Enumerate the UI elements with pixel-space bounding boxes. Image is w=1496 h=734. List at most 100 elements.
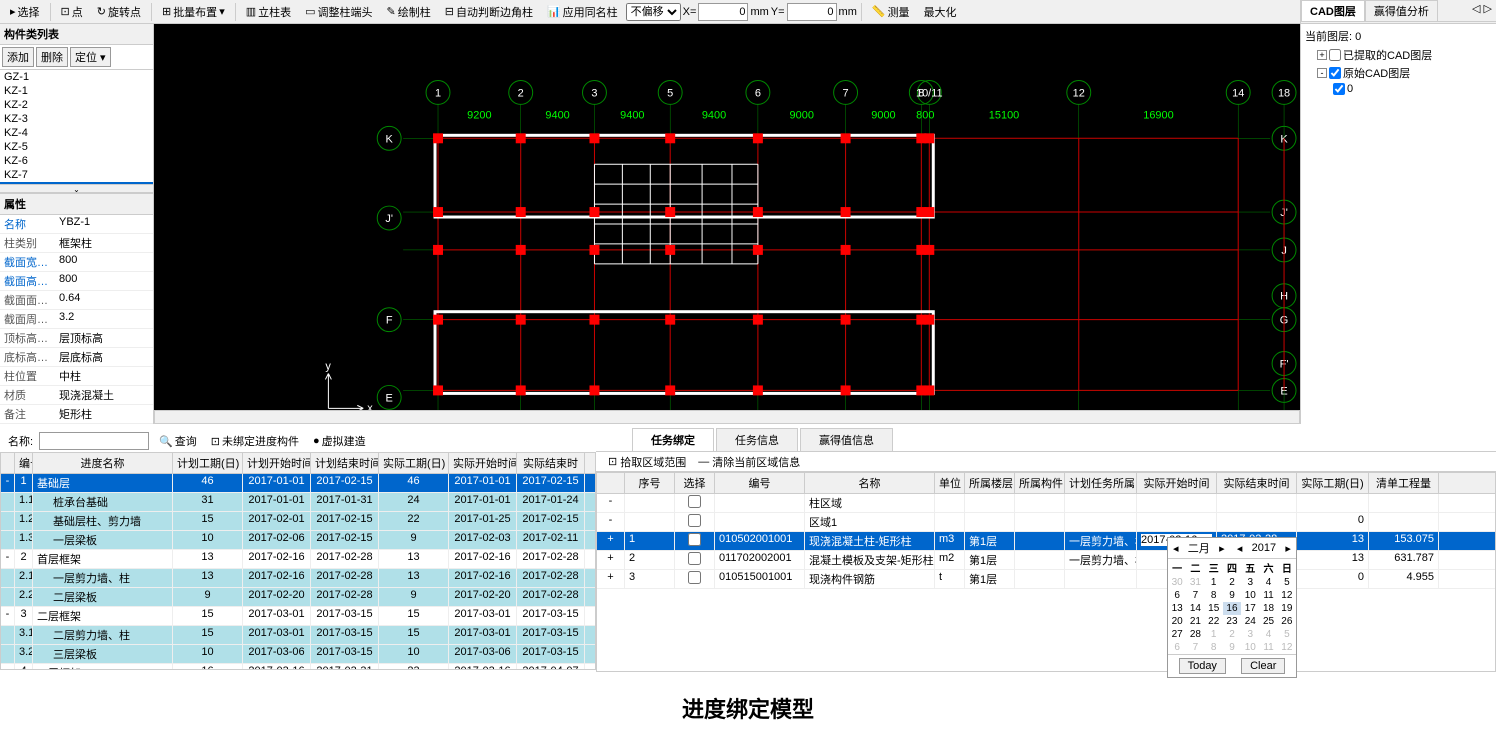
prop-value[interactable]: 800 xyxy=(55,272,153,290)
cal-day[interactable]: 4 xyxy=(1259,576,1277,589)
offset-select[interactable]: 不偏移 xyxy=(626,3,681,21)
task-row[interactable]: +2011702002001混凝土模板及支架-矩形柱m2第1层一层剪力墙、柱13… xyxy=(597,551,1495,570)
cal-next-month[interactable]: ▸ xyxy=(1216,542,1228,555)
sched-row[interactable]: -1基础层462017-01-012017-02-15462017-01-012… xyxy=(1,474,595,493)
cal-day[interactable]: 7 xyxy=(1186,641,1204,654)
task-col-header[interactable]: 名称 xyxy=(805,473,935,493)
task-select-checkbox[interactable] xyxy=(688,495,701,508)
sched-col-header[interactable]: 实际开始时间 xyxy=(449,453,517,473)
unbound-button[interactable]: ⊡未绑定进度构件 xyxy=(207,433,303,449)
cal-day[interactable]: 8 xyxy=(1205,589,1223,602)
cal-day[interactable]: 6 xyxy=(1168,641,1186,654)
task-col-header[interactable]: 序号 xyxy=(625,473,675,493)
cal-day[interactable]: 1 xyxy=(1205,628,1223,641)
prop-value[interactable]: 框架柱 xyxy=(55,234,153,252)
cal-day[interactable]: 20 xyxy=(1168,615,1186,628)
tab-cad-layer[interactable]: CAD图层 xyxy=(1301,0,1365,21)
measure-button[interactable]: 📏测量 xyxy=(866,2,916,22)
component-item[interactable]: KZ-4 xyxy=(0,126,153,140)
cal-day[interactable]: 1 xyxy=(1205,576,1223,589)
sched-row[interactable]: 3.1二层剪力墙、柱152017-03-012017-03-15152017-0… xyxy=(1,626,595,645)
component-item[interactable]: KZ-6 xyxy=(0,154,153,168)
sched-row[interactable]: 1.2基础层柱、剪力墙152017-02-012017-02-15222017-… xyxy=(1,512,595,531)
prop-value[interactable]: 层底标高 xyxy=(55,348,153,366)
tree-label[interactable]: 0 xyxy=(1347,83,1353,95)
cal-prev-month[interactable]: ◂ xyxy=(1170,542,1182,555)
prop-value[interactable]: 800 xyxy=(55,253,153,271)
cal-day[interactable]: 12 xyxy=(1278,589,1296,602)
cal-day[interactable]: 18 xyxy=(1259,602,1277,615)
cal-day[interactable]: 24 xyxy=(1241,615,1259,628)
sched-col-header[interactable]: 实际结束时 xyxy=(517,453,585,473)
rotate-point-button[interactable]: ↻旋转点 xyxy=(91,2,147,22)
component-item[interactable]: KZ-3 xyxy=(0,112,153,126)
y-input[interactable] xyxy=(787,3,837,21)
add-button[interactable]: 添加 xyxy=(2,47,34,67)
sched-col-header[interactable]: 编号 xyxy=(15,453,33,473)
prop-value[interactable]: 矩形柱 xyxy=(55,405,153,423)
tree-checkbox[interactable] xyxy=(1333,83,1345,95)
task-col-header[interactable]: 实际工期(日) xyxy=(1297,473,1369,493)
task-col-header[interactable]: 实际开始时间 xyxy=(1137,473,1217,493)
panel-grip[interactable]: ⌄ xyxy=(0,185,153,193)
cal-year[interactable]: 2017 xyxy=(1252,542,1276,554)
tree-checkbox[interactable] xyxy=(1329,67,1341,79)
cal-day[interactable]: 8 xyxy=(1205,641,1223,654)
maximize-button[interactable]: 最大化 xyxy=(918,2,963,22)
cal-day[interactable]: 2 xyxy=(1223,628,1241,641)
name-filter-input[interactable] xyxy=(39,432,149,450)
component-item[interactable]: GZ-1 xyxy=(0,70,153,84)
tab-task-earn[interactable]: 赢得值信息 xyxy=(800,428,893,451)
sched-col-header[interactable]: 进度名称 xyxy=(33,453,173,473)
sched-row[interactable]: 2.2二层梁板92017-02-202017-02-2892017-02-202… xyxy=(1,588,595,607)
cal-day[interactable]: 11 xyxy=(1259,641,1277,654)
apply-samename-button[interactable]: 📊应用同名柱 xyxy=(541,2,624,22)
prop-value[interactable]: 层顶标高 xyxy=(55,329,153,347)
task-row[interactable]: +3010515001001现浇构件钢筋t第1层04.955 xyxy=(597,570,1495,589)
prop-value[interactable]: 3.2 xyxy=(55,310,153,328)
task-table[interactable]: 序号选择编号名称单位所属楼层所属构件计划任务所属实际开始时间实际结束时间实际工期… xyxy=(596,472,1496,672)
cal-day[interactable]: 19 xyxy=(1278,602,1296,615)
task-col-header[interactable]: 所属楼层 xyxy=(965,473,1015,493)
tab-task-info[interactable]: 任务信息 xyxy=(716,428,798,451)
tree-label[interactable]: 已提取的CAD图层 xyxy=(1343,47,1432,63)
adjust-column-button[interactable]: ▭调整柱端头 xyxy=(299,2,378,22)
task-row[interactable]: -区域10 xyxy=(597,513,1495,532)
cal-day[interactable]: 10 xyxy=(1241,641,1259,654)
task-select-checkbox[interactable] xyxy=(688,533,701,546)
component-list[interactable]: GZ-1KZ-1KZ-2KZ-3KZ-4KZ-5KZ-6KZ-7YBZ-1Z-1 xyxy=(0,70,153,185)
task-col-header[interactable]: 选择 xyxy=(675,473,715,493)
cal-day[interactable]: 6 xyxy=(1168,589,1186,602)
prop-value[interactable]: 0.64 xyxy=(55,291,153,309)
query-button[interactable]: 🔍查询 xyxy=(155,433,201,449)
cal-day[interactable]: 22 xyxy=(1205,615,1223,628)
tab-earn-analysis[interactable]: 赢得值分析 xyxy=(1365,0,1438,21)
sched-row[interactable]: 3.2三层梁板102017-03-062017-03-15102017-03-0… xyxy=(1,645,595,664)
cal-day[interactable]: 11 xyxy=(1259,589,1277,602)
task-col-header[interactable]: 所属构件 xyxy=(1015,473,1065,493)
task-row[interactable]: +1010502001001现浇混凝土柱-矩形柱m3第1层一层剪力墙、柱▾201… xyxy=(597,532,1495,551)
cal-day[interactable]: 12 xyxy=(1278,641,1296,654)
cal-day[interactable]: 21 xyxy=(1186,615,1204,628)
task-select-checkbox[interactable] xyxy=(688,514,701,527)
sched-col-header[interactable]: 计划工期(日) xyxy=(173,453,243,473)
tree-checkbox[interactable] xyxy=(1329,49,1341,61)
task-col-header[interactable]: 单位 xyxy=(935,473,965,493)
x-input[interactable] xyxy=(698,3,748,21)
sched-col-header[interactable]: 计划结束时间 xyxy=(311,453,379,473)
component-item[interactable]: KZ-1 xyxy=(0,84,153,98)
task-col-header[interactable]: 计划任务所属 xyxy=(1065,473,1137,493)
cal-next-year[interactable]: ▸ xyxy=(1282,542,1294,555)
draw-column-button[interactable]: ✎绘制柱 xyxy=(381,2,437,22)
sched-row[interactable]: -4三层框架162017-03-162017-03-31232017-03-16… xyxy=(1,664,595,670)
cal-day[interactable]: 9 xyxy=(1223,589,1241,602)
component-item[interactable]: KZ-5 xyxy=(0,140,153,154)
cal-day[interactable]: 17 xyxy=(1241,602,1259,615)
cal-day[interactable]: 28 xyxy=(1186,628,1204,641)
sched-row[interactable]: -2首层框架132017-02-162017-02-28132017-02-16… xyxy=(1,550,595,569)
select-button[interactable]: ▸选择 xyxy=(4,2,46,22)
schedule-table[interactable]: 编号进度名称计划工期(日)计划开始时间计划结束时间实际工期(日)实际开始时间实际… xyxy=(0,452,596,670)
tree-expand-icon[interactable]: + xyxy=(1317,50,1327,60)
component-item[interactable]: KZ-2 xyxy=(0,98,153,112)
cal-day[interactable]: 16 xyxy=(1223,602,1241,615)
